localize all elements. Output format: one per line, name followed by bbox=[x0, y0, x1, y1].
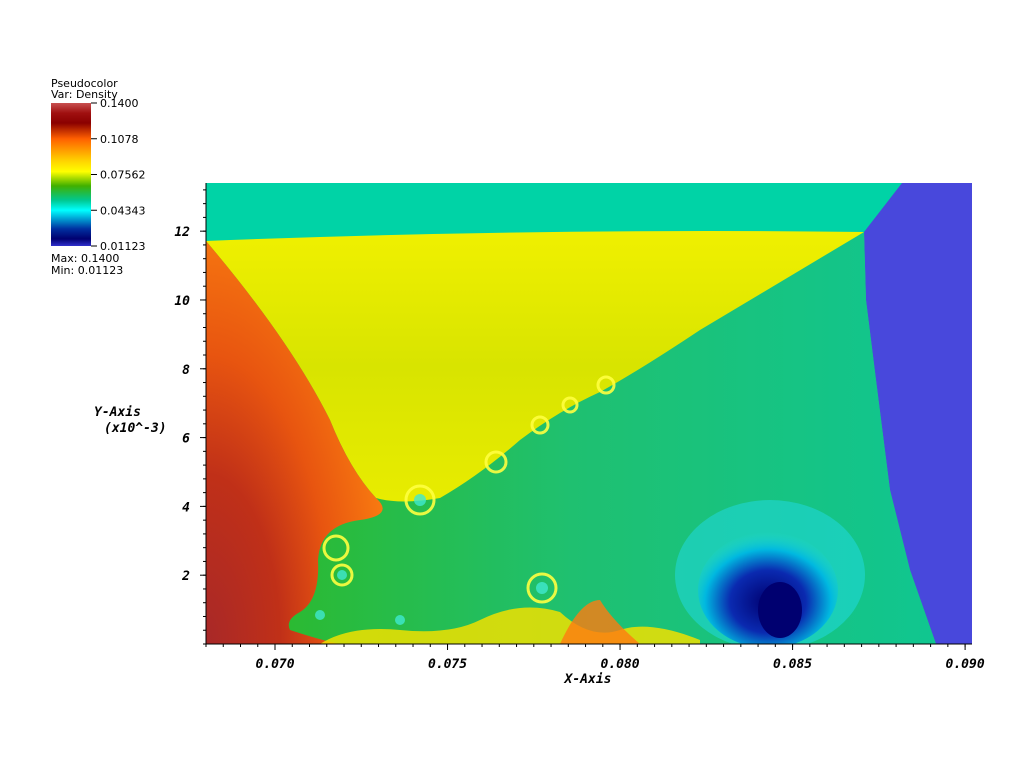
x-tick-label: 0.080 bbox=[600, 657, 639, 672]
vortex-cores bbox=[315, 494, 548, 625]
vortex-chain bbox=[322, 375, 616, 604]
x-tick-label: 0.085 bbox=[773, 657, 812, 672]
y-axis-unit: (x10^-3) bbox=[104, 421, 167, 436]
legend-min-label: Min: 0.01123 bbox=[51, 264, 123, 277]
x-tick-label: 0.090 bbox=[946, 657, 985, 672]
legend-tick-label: 0.1078 bbox=[100, 133, 139, 146]
y-tick-label: 2 bbox=[181, 569, 190, 584]
low-density-core bbox=[758, 582, 802, 638]
y-tick-label: 6 bbox=[182, 432, 190, 447]
legend-max-label: Max: 0.1400 bbox=[51, 252, 119, 265]
legend-tick-label: 0.01123 bbox=[100, 240, 146, 253]
legend-color-bar bbox=[51, 103, 91, 246]
legend-title-line2: Var: Density bbox=[51, 88, 118, 101]
x-axis-title: X-Axis bbox=[564, 672, 612, 687]
region-upper-wedge bbox=[206, 231, 864, 502]
y-tick-label: 8 bbox=[182, 363, 190, 378]
region-left bbox=[206, 241, 383, 644]
legend-ticks: 0.1400 0.1078 0.07562 0.04343 0.01123 bbox=[91, 97, 146, 253]
region-right bbox=[864, 183, 972, 644]
color-legend: Pseudocolor Var: Density 0.1400 0.1078 0.0… bbox=[51, 77, 146, 277]
legend-title-line1: Pseudocolor bbox=[51, 77, 118, 90]
region-top-strip bbox=[206, 183, 902, 241]
y-tick-label: 12 bbox=[174, 225, 190, 240]
density-field bbox=[206, 183, 972, 644]
legend-tick-label: 0.04343 bbox=[100, 204, 146, 217]
y-ticks: 2 4 6 8 10 12 bbox=[174, 189, 206, 645]
x-tick-label: 0.075 bbox=[428, 657, 467, 672]
y-tick-label: 10 bbox=[174, 294, 190, 309]
region-lower-orange bbox=[560, 600, 640, 644]
y-tick-label: 4 bbox=[182, 500, 190, 515]
y-axis-title: Y-Axis bbox=[94, 405, 141, 420]
plot-axes: 0.070 0.075 0.080 0.085 0.090 2 4 6 8 10 12 X-Axi… bbox=[94, 183, 985, 687]
x-tick-label: 0.070 bbox=[255, 657, 294, 672]
legend-tick-label: 0.07562 bbox=[100, 169, 146, 182]
legend-tick-label: 0.1400 bbox=[100, 97, 139, 110]
x-ticks: 0.070 0.075 0.080 0.085 0.090 bbox=[205, 644, 985, 672]
